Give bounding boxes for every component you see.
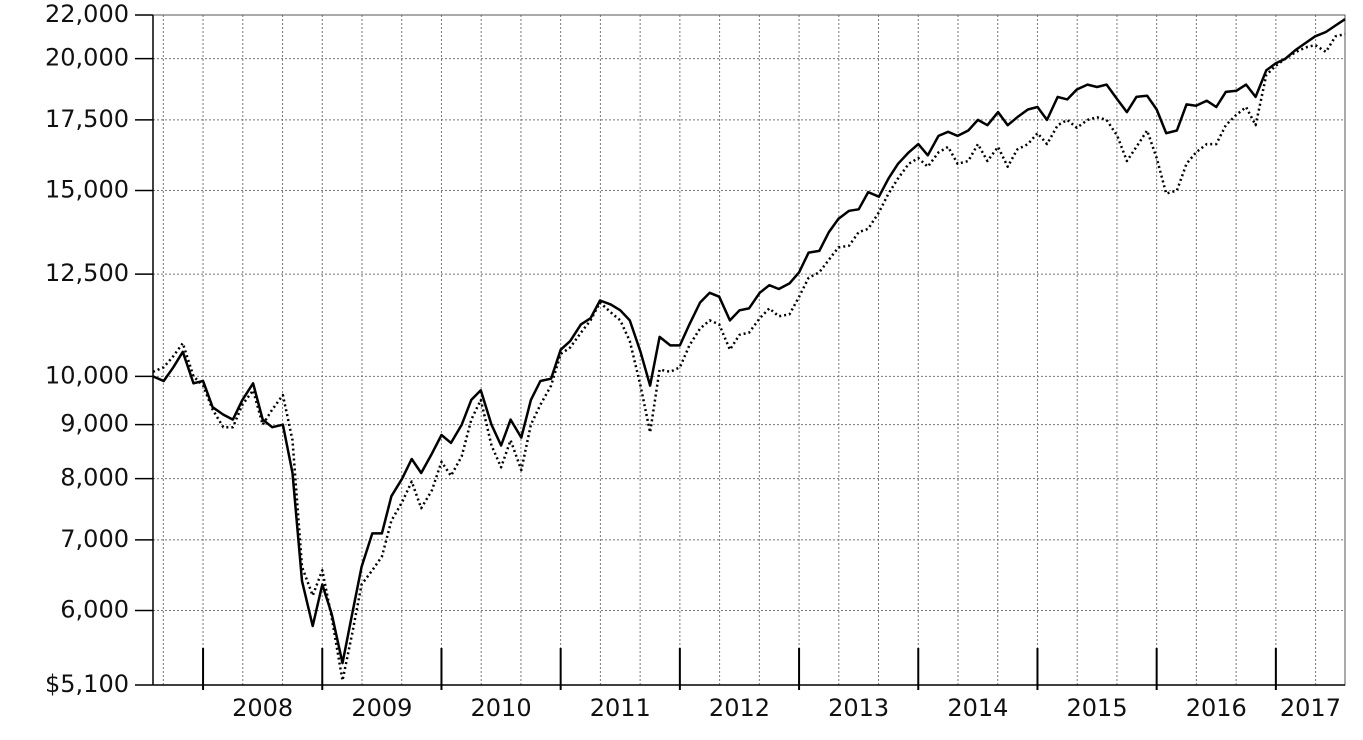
y-tick-label: 22,000 — [45, 0, 129, 28]
x-tick-label: 2010 — [471, 694, 532, 722]
series-line — [152, 32, 1346, 682]
y-tick-label: 12,500 — [45, 259, 129, 287]
x-tick-label: 2016 — [1186, 694, 1247, 722]
x-tick-label: 2015 — [1067, 694, 1128, 722]
x-tick-label: 2017 — [1280, 694, 1341, 722]
x-tick-label: 2009 — [351, 694, 412, 722]
x-tick-label: 2013 — [828, 694, 889, 722]
plot-frame — [152, 14, 1346, 686]
y-tick-label: $5,100 — [45, 670, 129, 698]
x-tick-label: 2011 — [590, 694, 651, 722]
y-tick-label: 8,000 — [60, 464, 129, 492]
y-tick-label: 6,000 — [60, 596, 129, 624]
series-line — [152, 18, 1346, 665]
x-tick-label: 2012 — [709, 694, 770, 722]
y-tick-label: 20,000 — [45, 44, 129, 72]
x-tick-label: 2014 — [947, 694, 1008, 722]
y-tick-label: 9,000 — [60, 410, 129, 438]
y-tick-label: 7,000 — [60, 525, 129, 553]
y-tick-label: 15,000 — [45, 176, 129, 204]
y-tick-label: 17,500 — [45, 105, 129, 133]
x-tick-label: 2008 — [232, 694, 293, 722]
y-tick-label: 10,000 — [45, 361, 129, 389]
